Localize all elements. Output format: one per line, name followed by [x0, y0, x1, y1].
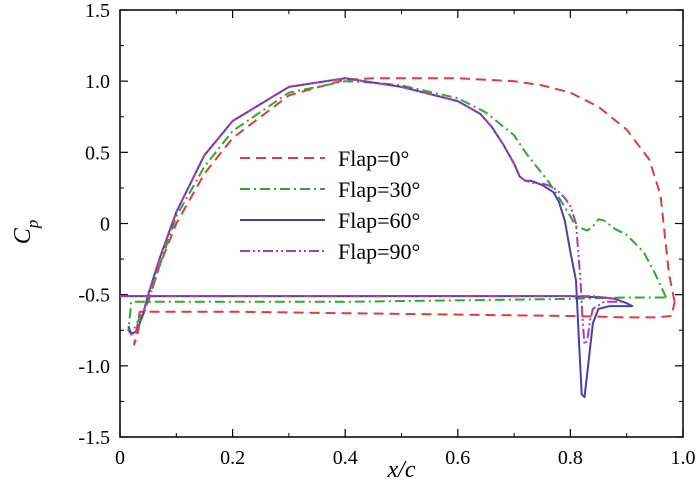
x-tick-label: 0 [115, 447, 125, 469]
legend-label-2: Flap=60° [338, 208, 420, 233]
legend-label-0: Flap=0° [338, 146, 409, 171]
legend-label-1: Flap=30° [338, 177, 420, 202]
y-tick-label: 0 [100, 214, 110, 236]
series-line-3 [120, 77, 623, 346]
x-tick-label: 0.4 [333, 447, 358, 469]
y-tick-label: 0.5 [85, 142, 110, 164]
y-tick-label: 1.0 [85, 71, 110, 93]
legend-label-3: Flap=90° [338, 239, 420, 264]
y-tick-label: -1.5 [78, 427, 110, 449]
x-axis-title: x/c [387, 457, 416, 483]
x-tick-label: 0.8 [558, 447, 583, 469]
y-tick-label: 1.5 [85, 0, 110, 22]
x-tick-label: 1.0 [671, 447, 696, 469]
y-axis-title-sub: p [23, 220, 42, 230]
y-axis-title: Cp [10, 220, 42, 245]
y-axis-title-main: C [10, 227, 36, 244]
y-tick-label: -0.5 [78, 285, 110, 307]
y-tick-label: -1.0 [78, 356, 110, 378]
series-line-1 [127, 80, 668, 336]
x-tick-label: 0.2 [220, 447, 245, 469]
series-line-2 [120, 77, 634, 399]
series-line-0 [133, 77, 676, 346]
x-tick-label: 0.6 [445, 447, 470, 469]
